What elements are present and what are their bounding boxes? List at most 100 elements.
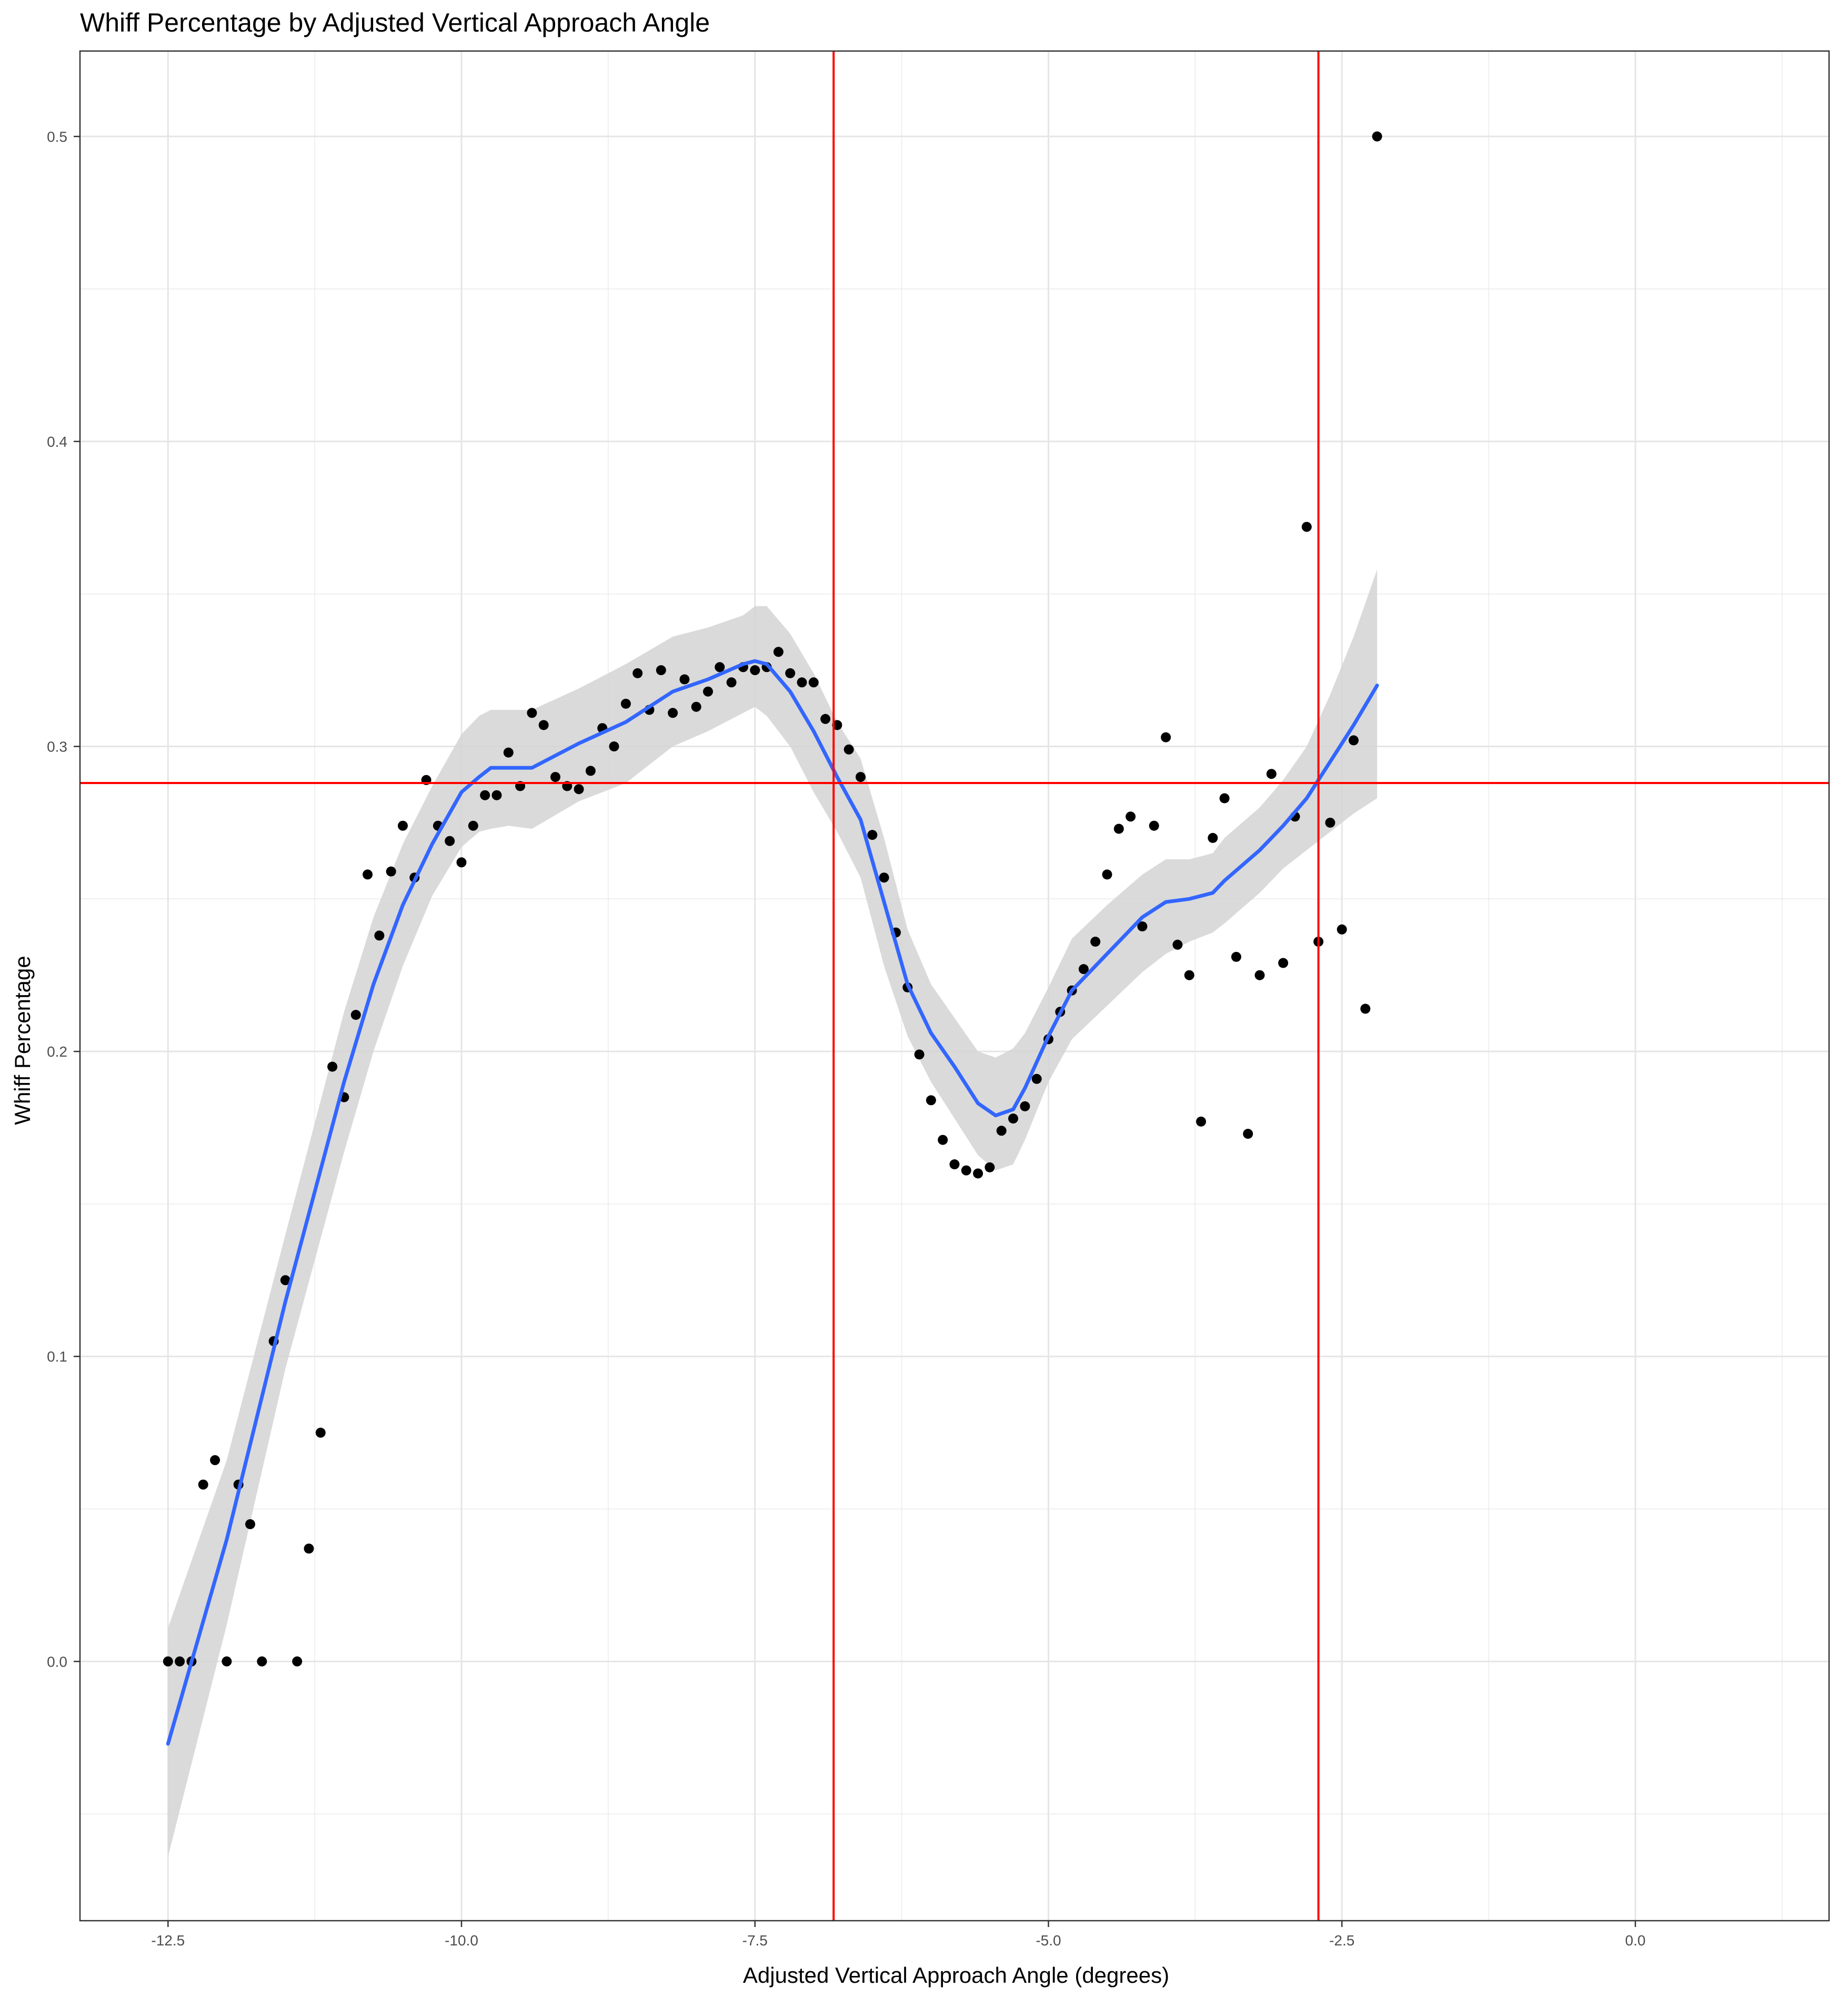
data-point [1078,964,1089,975]
data-point [1126,811,1136,822]
panel-border [79,50,1830,1922]
data-point [715,662,725,673]
data-point [1231,951,1241,962]
x-tick-label: -7.5 [742,1932,768,1949]
data-point [620,698,631,709]
data-point [585,766,596,776]
data-point [926,1095,936,1106]
y-axis-ticks: 0.0 0.1 0.2 0.3 0.4 0.5 [47,128,80,1670]
data-point [350,1010,361,1020]
data-point [398,820,408,831]
data-point [726,677,737,688]
data-point [1219,793,1230,804]
data-point [750,665,760,676]
data-point [1254,970,1265,980]
data-point [632,668,643,678]
y-tick-label: 0.2 [47,1043,67,1060]
x-tick-label: -2.5 [1329,1932,1354,1949]
x-tick-label: -5.0 [1036,1932,1061,1949]
data-point [163,1656,173,1667]
data-point [292,1656,303,1667]
data-point [703,686,713,697]
data-point [985,1162,995,1172]
data-point [1020,1101,1030,1111]
data-point [1243,1129,1253,1139]
data-point [961,1165,971,1176]
y-tick-label: 0.4 [47,434,67,450]
data-point [538,720,549,730]
data-point [210,1455,220,1466]
data-point [480,790,490,800]
data-point [1360,1003,1371,1014]
data-point [386,866,396,877]
data-point [973,1168,983,1179]
x-tick-label: 0.0 [1625,1932,1645,1949]
data-point [867,830,878,840]
data-point [304,1543,314,1554]
y-tick-label: 0.0 [47,1653,67,1670]
reference-lines [80,51,1829,1921]
data-point [1196,1116,1206,1127]
data-point [1208,832,1218,843]
data-point [315,1428,326,1438]
data-point [1149,820,1159,831]
y-tick-label: 0.5 [47,128,67,145]
data-point [503,747,514,758]
data-point [609,741,619,751]
y-tick-label: 0.3 [47,739,67,755]
data-point [198,1479,208,1490]
data-point [527,708,537,718]
data-point [1102,869,1112,880]
data-point [1184,970,1194,980]
data-point [1008,1113,1018,1124]
data-point [691,701,701,712]
x-tick-label: -12.5 [151,1932,185,1949]
x-axis-title: Adjusted Vertical Approach Angle (degree… [743,1963,1169,1988]
data-point [938,1135,948,1145]
data-point [856,772,866,782]
data-point [456,857,467,868]
data-point [1161,732,1171,742]
data-point [363,869,373,880]
data-point [679,674,690,685]
x-axis-ticks: -12.5 -10.0 -7.5 -5.0 -2.5 0.0 [151,1921,1645,1949]
data-point [1278,958,1289,968]
data-point [996,1126,1007,1136]
data-point [280,1275,290,1286]
chart-title: Whiff Percentage by Adjusted Vertical Ap… [80,8,710,37]
data-point [574,784,584,795]
data-point [843,744,854,755]
data-point [222,1656,232,1667]
data-point [257,1656,267,1667]
data-point [550,772,560,782]
data-point [773,647,784,657]
data-point [445,836,455,846]
y-tick-label: 0.1 [47,1349,67,1365]
data-point [879,872,889,883]
data-point [949,1159,960,1170]
data-point [468,820,478,831]
data-point [1172,939,1183,950]
data-point [1372,131,1382,142]
data-point [914,1049,925,1060]
data-point [797,677,807,688]
data-point [1137,921,1148,931]
data-point [1325,817,1335,828]
data-point [1266,769,1277,779]
data-point [656,665,666,676]
data-point [1090,937,1101,947]
smooth-line [166,659,1379,1746]
data-point [175,1656,185,1667]
data-point [668,708,678,718]
data-point [491,790,502,800]
x-tick-label: -10.0 [445,1932,478,1949]
y-axis-title: Whiff Percentage [10,956,35,1125]
data-point [820,714,831,724]
data-point [808,677,819,688]
data-point [1031,1073,1042,1084]
data-point [1113,824,1124,834]
data-point [327,1061,338,1072]
data-point [1301,521,1312,532]
data-point [1337,924,1347,935]
